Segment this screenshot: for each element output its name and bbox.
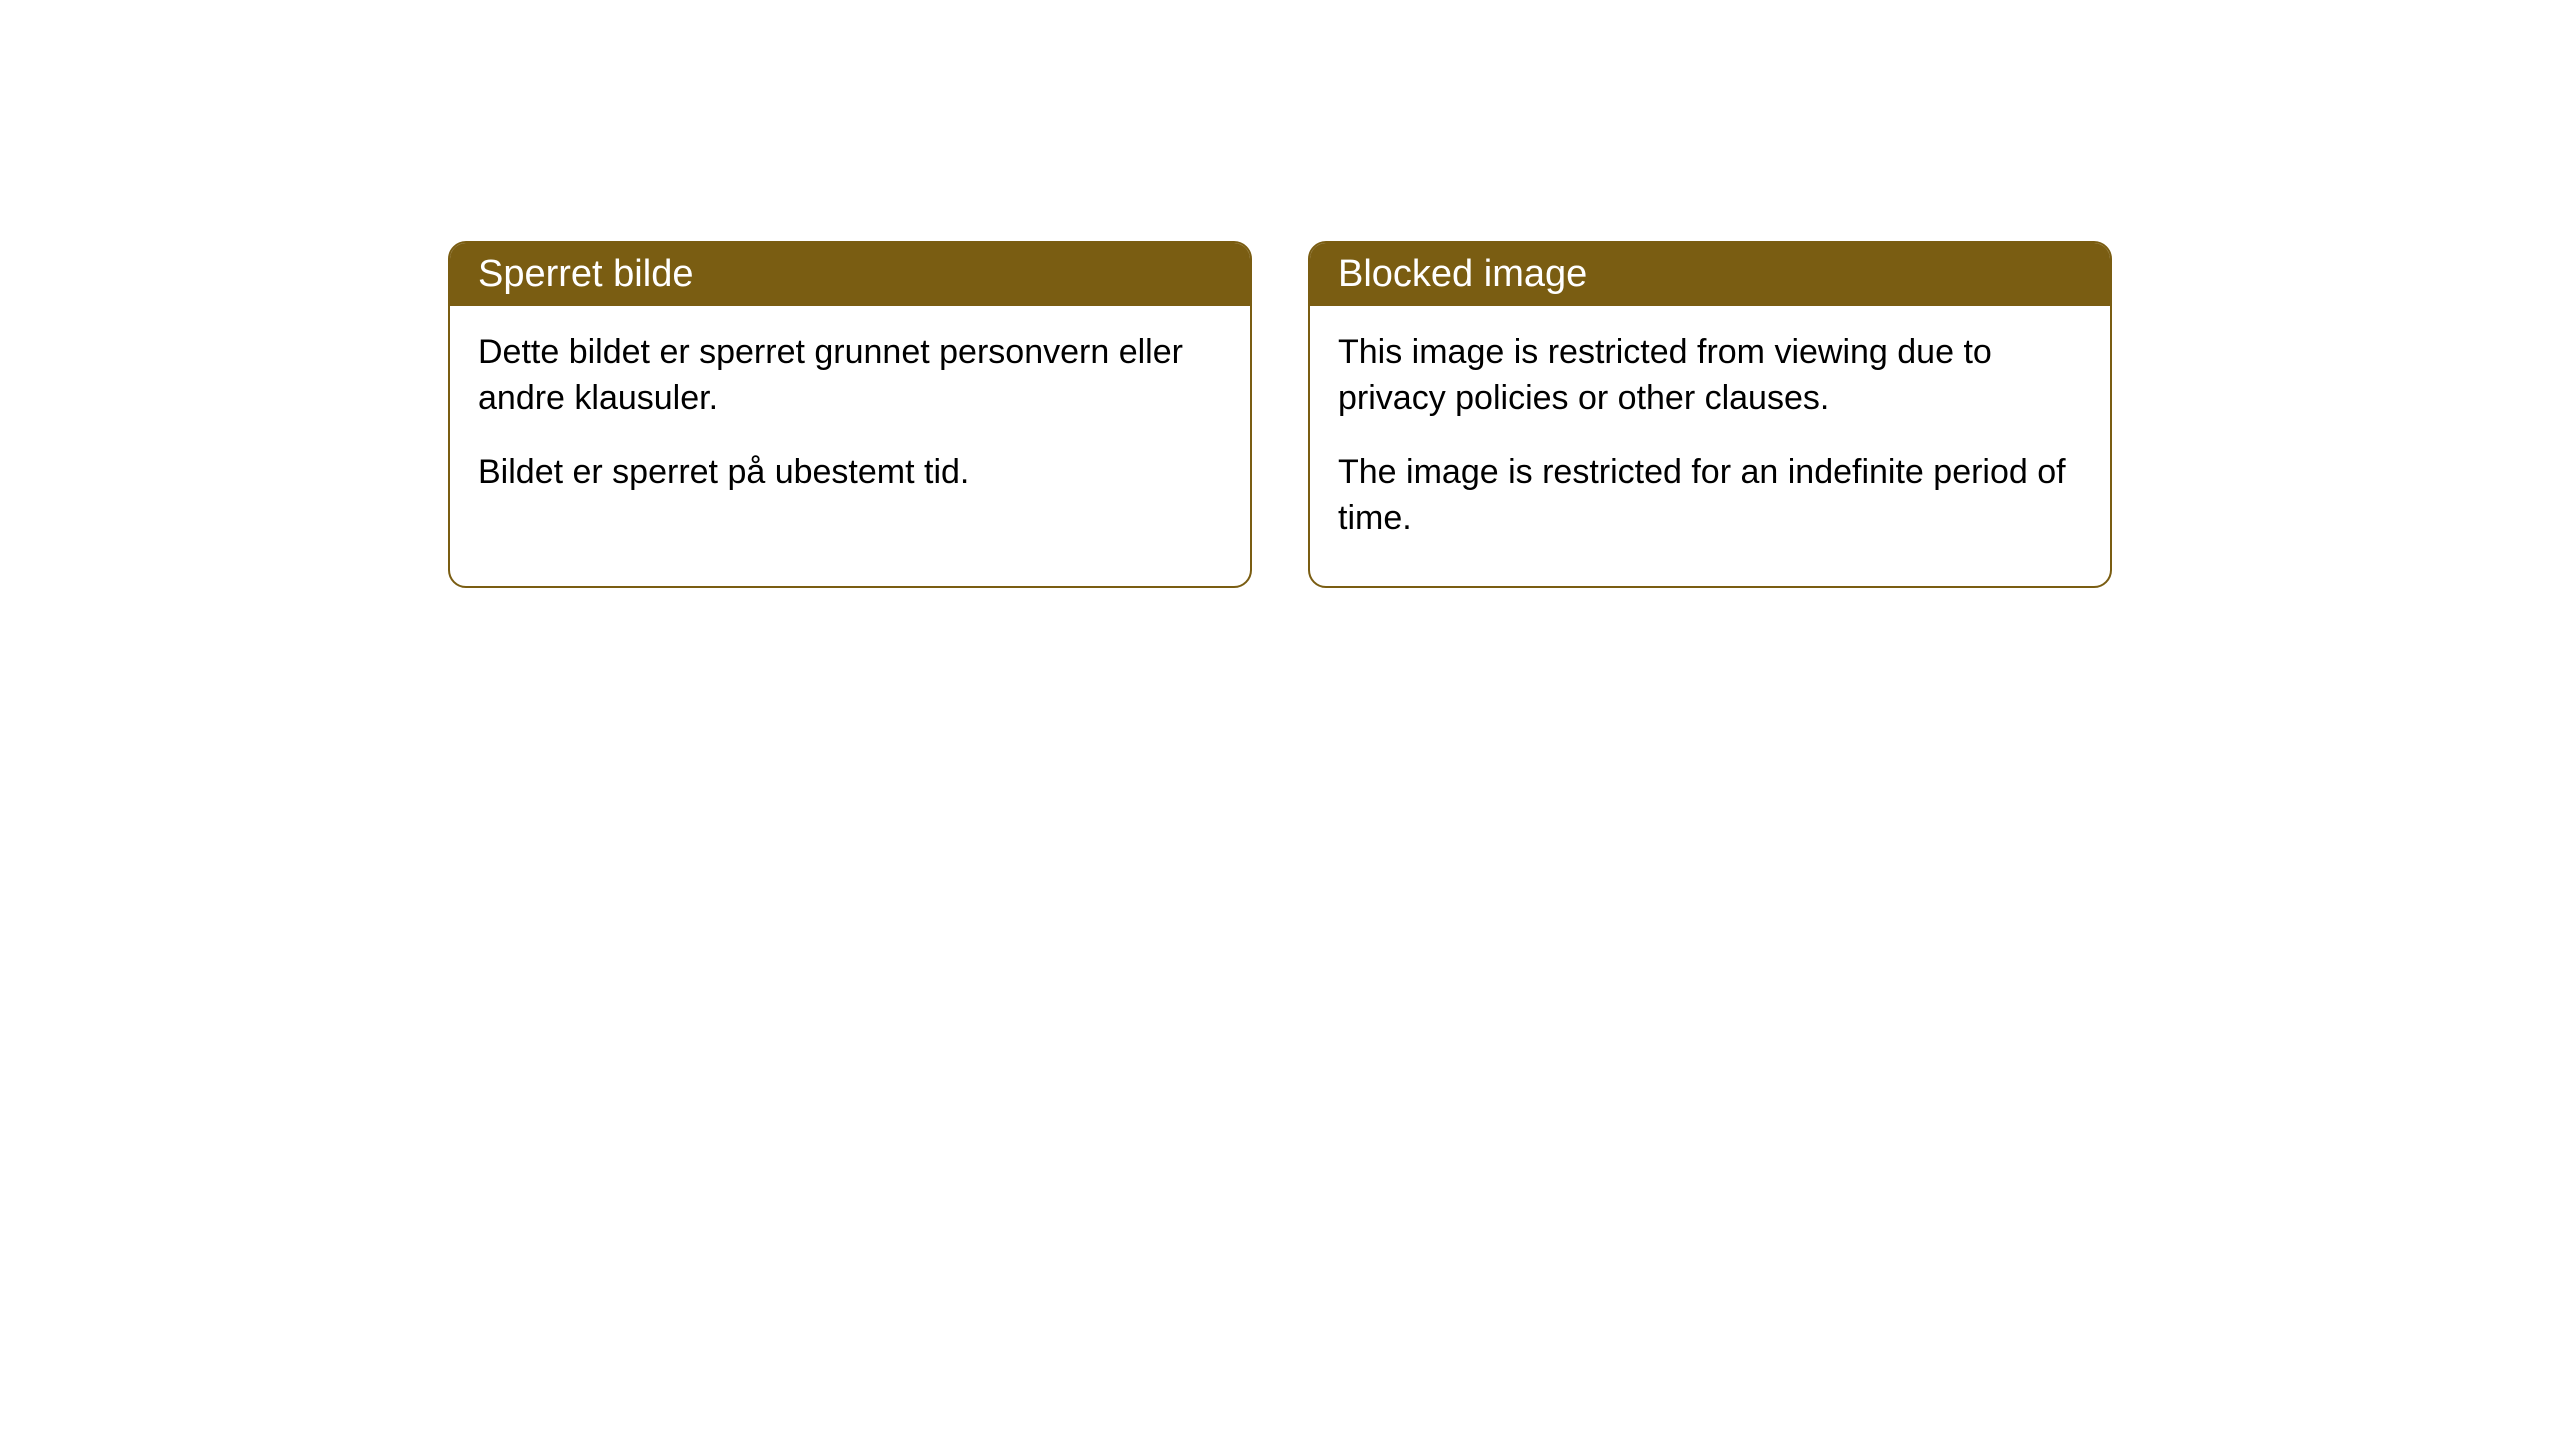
card-paragraph: Dette bildet er sperret grunnet personve… — [478, 330, 1222, 422]
card-header: Blocked image — [1310, 243, 2110, 306]
card-paragraph: The image is restricted for an indefinit… — [1338, 450, 2082, 542]
cards-container: Sperret bilde Dette bildet er sperret gr… — [448, 241, 2112, 588]
card-title: Sperret bilde — [478, 253, 693, 295]
card-paragraph: Bildet er sperret på ubestemt tid. — [478, 450, 1222, 496]
card-body: This image is restricted from viewing du… — [1310, 306, 2110, 586]
card-title: Blocked image — [1338, 253, 1587, 295]
card-header: Sperret bilde — [450, 243, 1250, 306]
card-english: Blocked image This image is restricted f… — [1308, 241, 2112, 588]
card-paragraph: This image is restricted from viewing du… — [1338, 330, 2082, 422]
card-body: Dette bildet er sperret grunnet personve… — [450, 306, 1250, 540]
card-norwegian: Sperret bilde Dette bildet er sperret gr… — [448, 241, 1252, 588]
